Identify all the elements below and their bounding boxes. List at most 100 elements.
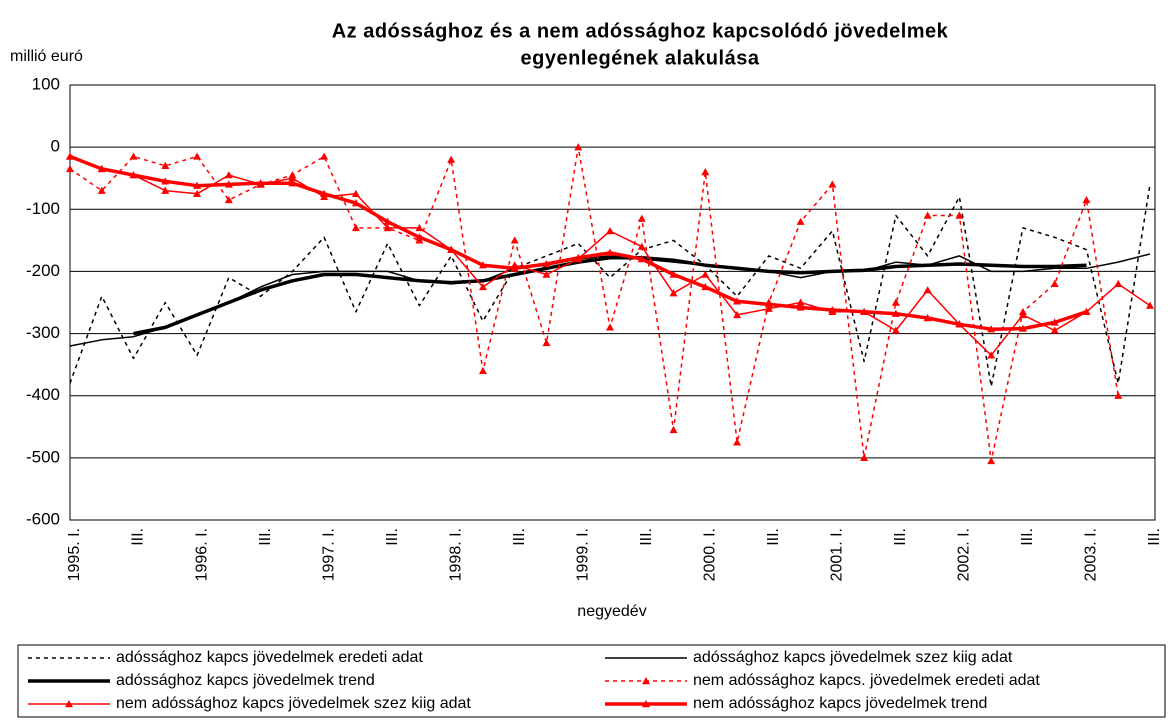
marker <box>828 305 837 314</box>
marker <box>447 155 456 163</box>
y-tick-label: -500 <box>26 447 60 466</box>
marker <box>478 261 487 269</box>
marker <box>288 179 297 187</box>
marker <box>478 366 487 375</box>
marker <box>1082 195 1091 204</box>
y-tick-label: -100 <box>26 199 60 218</box>
marker <box>574 143 583 151</box>
marker <box>193 189 202 197</box>
x-tick-label: 2002. I. <box>956 528 973 581</box>
marker <box>224 195 233 204</box>
x-tick-label: 1996. I. <box>193 528 210 581</box>
marker <box>1114 391 1123 399</box>
marker <box>129 152 138 160</box>
legend-label: nem adóssághoz kapcs jövedelmek trend <box>693 695 987 712</box>
legend-label: adóssághoz kapcs jövedelmek szez kiig ad… <box>693 649 1013 666</box>
marker <box>351 199 360 207</box>
x-tick-label: III. <box>1019 528 1036 546</box>
marker <box>701 168 710 176</box>
marker <box>606 248 614 256</box>
series-line <box>133 256 1087 336</box>
legend-label: adóssághoz kapcs jövedelmek trend <box>116 672 375 689</box>
x-tick-label: III. <box>892 528 909 546</box>
marker <box>891 309 900 317</box>
marker <box>161 177 170 185</box>
x-tick-label: 2000. I. <box>702 528 719 581</box>
marker <box>701 270 710 278</box>
marker <box>669 270 678 278</box>
marker <box>320 189 329 197</box>
marker <box>637 214 646 222</box>
x-tick-label: 2001. I. <box>829 528 846 581</box>
y-tick-label: -200 <box>26 261 60 280</box>
marker <box>224 171 233 179</box>
marker <box>828 180 837 188</box>
marker <box>478 282 487 291</box>
marker <box>860 453 869 462</box>
marker <box>510 236 519 244</box>
marker <box>987 325 996 333</box>
x-tick-label: III. <box>130 528 147 546</box>
x-tick-label: III. <box>384 528 401 546</box>
series-line <box>69 146 1119 462</box>
marker <box>288 174 297 182</box>
marker <box>383 217 392 225</box>
marker <box>447 245 456 253</box>
marker <box>224 180 233 188</box>
marker <box>637 242 646 250</box>
plot-border <box>69 84 1156 521</box>
y-axis-label: millió euró <box>10 48 83 65</box>
legend-label: nem adóssághoz kapcs jövedelmek szez kii… <box>116 695 471 712</box>
marker <box>66 164 74 173</box>
marker <box>733 438 742 446</box>
marker <box>1082 307 1091 316</box>
y-tick-label: -300 <box>26 323 60 342</box>
marker <box>1018 310 1027 319</box>
x-tick-label: 1997. I. <box>320 528 337 581</box>
marker <box>606 227 614 235</box>
marker <box>542 259 551 268</box>
marker <box>669 425 678 434</box>
chart-title: Az adóssághoz és a nem adóssághoz kapcso… <box>332 20 949 42</box>
marker <box>542 338 551 347</box>
marker <box>351 223 360 232</box>
marker <box>923 211 932 219</box>
y-tick-label: -600 <box>26 509 60 528</box>
x-tick-label: 2003. I. <box>1083 528 1100 581</box>
marker <box>606 323 614 331</box>
marker <box>542 270 551 278</box>
x-tick-label: III. <box>511 528 528 546</box>
marker <box>161 161 170 169</box>
legend-marker <box>65 700 73 708</box>
marker <box>923 286 932 294</box>
marker <box>161 186 170 194</box>
marker <box>733 310 742 319</box>
marker <box>955 211 964 219</box>
marker <box>987 456 996 465</box>
marker <box>193 181 202 189</box>
y-tick-label: 0 <box>51 137 60 156</box>
marker <box>701 282 710 291</box>
marker <box>320 152 329 160</box>
x-tick-label: III. <box>638 528 655 546</box>
legend-label: adóssághoz kapcs jövedelmek eredeti adat <box>116 649 423 666</box>
marker <box>415 233 424 241</box>
series-line <box>69 184 1151 388</box>
legend-label: nem adóssághoz kapcs. jövedelmek eredeti… <box>693 672 1040 689</box>
x-tick-label: III. <box>1146 528 1163 546</box>
x-tick-label: 1995. I. <box>66 528 83 581</box>
marker <box>764 304 773 312</box>
y-tick-label: 100 <box>32 74 60 93</box>
marker <box>383 223 392 232</box>
marker <box>97 164 106 173</box>
marker <box>1050 318 1059 326</box>
x-tick-label: 1998. I. <box>447 528 464 581</box>
y-tick-label: -400 <box>26 385 60 404</box>
marker <box>796 303 805 311</box>
marker <box>860 307 869 316</box>
chart-title: egyenlegének alakulása <box>521 47 760 69</box>
marker <box>129 171 138 179</box>
legend-box <box>17 644 1166 718</box>
